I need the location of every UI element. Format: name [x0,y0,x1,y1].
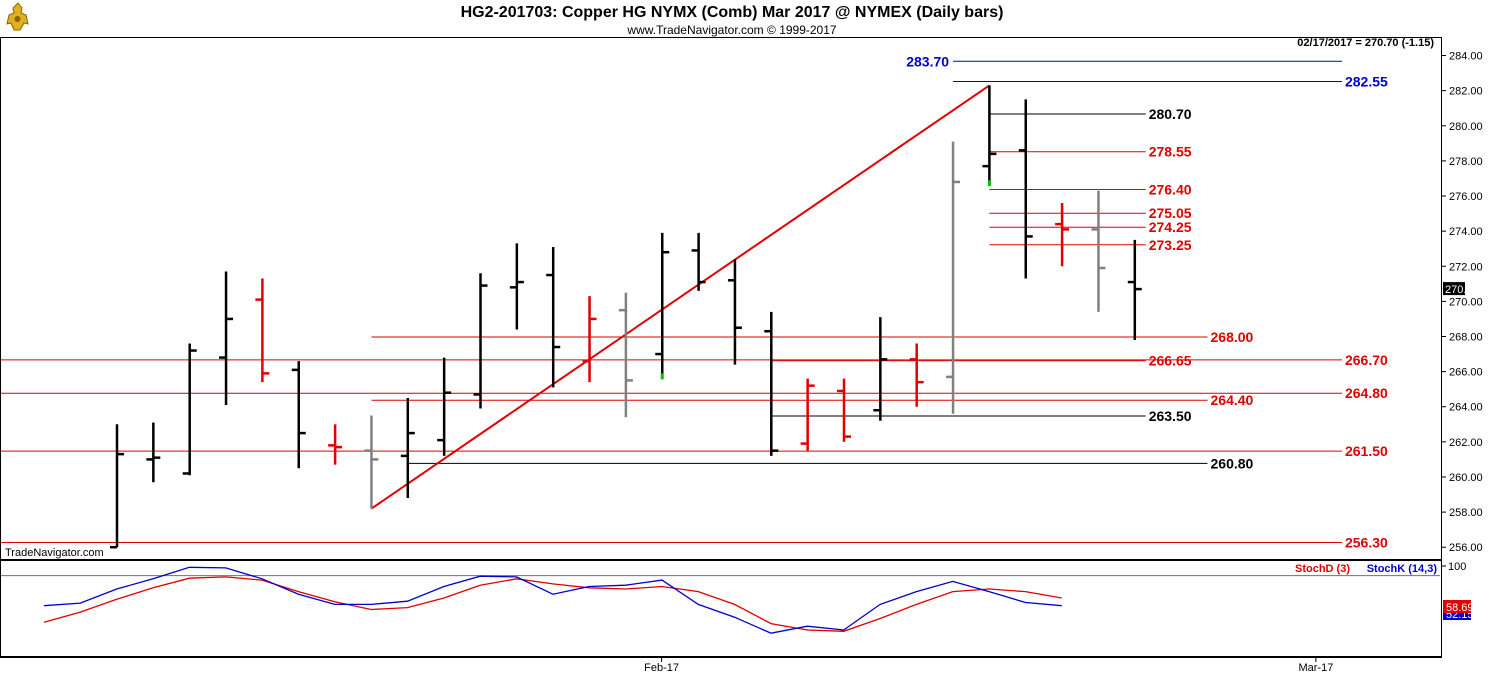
ohlc-bar [909,343,924,407]
ohlc-bar [255,278,270,383]
ohlc-bar [764,311,779,456]
level-label: 283.70 [906,53,949,69]
stoch-panel-frame [0,560,1442,657]
price-panel-frame [0,37,1442,560]
ohlc-bar [1018,99,1033,279]
stochd-line [43,576,1062,632]
ohlc-bar [691,232,706,291]
ohlc-bars [110,85,1142,549]
ohlc-bar [727,259,742,365]
level-label: 276.40 [1149,181,1192,197]
level-label: 263.50 [1149,408,1192,424]
price-axis-label: 260.00 [1449,472,1483,484]
price-axis-label: 278.00 [1449,156,1483,168]
level-label: 266.65 [1149,353,1192,369]
ohlc-bar [219,271,234,405]
level-label: 261.50 [1345,443,1388,459]
ohlc-bar [982,85,997,184]
trendlines [370,84,990,510]
price-axis-label: 262.00 [1449,437,1483,449]
price-axis-label: 266.00 [1449,367,1483,379]
level-label: 264.80 [1345,385,1388,401]
ohlc-bar [800,378,815,451]
ohlc-bar [437,357,452,456]
ohlc-bar [146,422,161,483]
ohlc-bar [618,292,633,418]
ohlc-bar [400,397,415,499]
stochd-last-label: 58.69 [1446,602,1474,614]
last-quote-text: 02/17/2017 = 270.70 (-1.15) [1297,37,1434,49]
ohlc-bar [509,243,524,330]
ohlc-bar [546,246,561,388]
price-axis-label: 256.00 [1449,542,1483,554]
price-axis-label: 280.00 [1449,121,1483,133]
ohlc-bar [873,317,888,421]
price-axis-label: 258.00 [1449,507,1483,519]
ohlc-bar [1091,190,1106,312]
ohlc-bar [655,232,670,377]
ohlc-bar [291,361,306,469]
price-axis-label: 272.00 [1449,261,1483,273]
ohlc-bar [328,424,343,465]
level-label: 268.00 [1211,329,1254,345]
level-label: 278.55 [1149,144,1192,160]
price-axis-label: 270.00 [1449,296,1483,308]
stochd-legend-label: StochD (3) [1295,563,1350,575]
level-label: 266.70 [1345,352,1388,368]
last-price-label: 270.70 [1445,284,1479,296]
level-label: 273.25 [1149,237,1192,253]
ohlc-bar [473,273,488,409]
level-label: 282.55 [1345,73,1388,89]
ohlc-bar [1127,239,1142,341]
stoch-legend: StochD (3) StochK (14,3) 100 52.15 58.69 [1295,561,1474,621]
ohlc-bar [1055,203,1070,267]
level-label: 275.05 [1149,205,1192,221]
stochastic-panel [1,565,1446,634]
price-axis-label: 274.00 [1449,226,1483,238]
price-axis-label: 264.00 [1449,402,1483,414]
time-axis: Feb-17 Mar-17 [644,657,1333,674]
stochk-line [43,566,1062,634]
level-label: 280.70 [1149,106,1192,122]
price-axis: 284.00 282.00 280.00 278.00 276.00 274.00 272.… [1441,51,1483,554]
chart-title: HG2-201703: Copper HG NYMX (Comb) Mar 20… [461,4,1004,21]
ohlc-bar [582,296,597,383]
last-price-badge: 270.70 [1443,282,1479,296]
stochk-legend-label: StochK (14,3) [1367,563,1438,575]
ohlc-bar [110,424,124,549]
ohlc-bar [837,378,851,442]
level-label: 256.30 [1345,534,1388,550]
price-axis-label: 268.00 [1449,331,1483,343]
level-label: 260.80 [1211,455,1254,471]
app-logo-icon [6,2,29,31]
trendline [370,84,990,510]
level-label: 264.40 [1211,392,1254,408]
support-resistance-levels: 283.70 282.55 280.70 278.55 276.40 275.05274.… [1,53,1388,550]
chart-header: HG2-201703: Copper HG NYMX (Comb) Mar 20… [6,2,1434,49]
ohlc-bar [364,415,379,509]
watermark-text: TradeNavigator.com [5,547,104,559]
time-axis-label: Feb-17 [644,662,679,674]
price-axis-label: 282.00 [1449,86,1483,98]
ohlc-bar [946,141,961,414]
level-label: 274.25 [1149,219,1192,235]
copyright-text: www.TradeNavigator.com © 1999-2017 [626,23,836,37]
stoch-axis-tick-100: 100 [1448,561,1466,573]
price-axis-label: 284.00 [1449,51,1483,63]
ohlc-bar [182,343,197,476]
time-axis-label: Mar-17 [1298,662,1333,674]
price-axis-label: 276.00 [1449,191,1483,203]
